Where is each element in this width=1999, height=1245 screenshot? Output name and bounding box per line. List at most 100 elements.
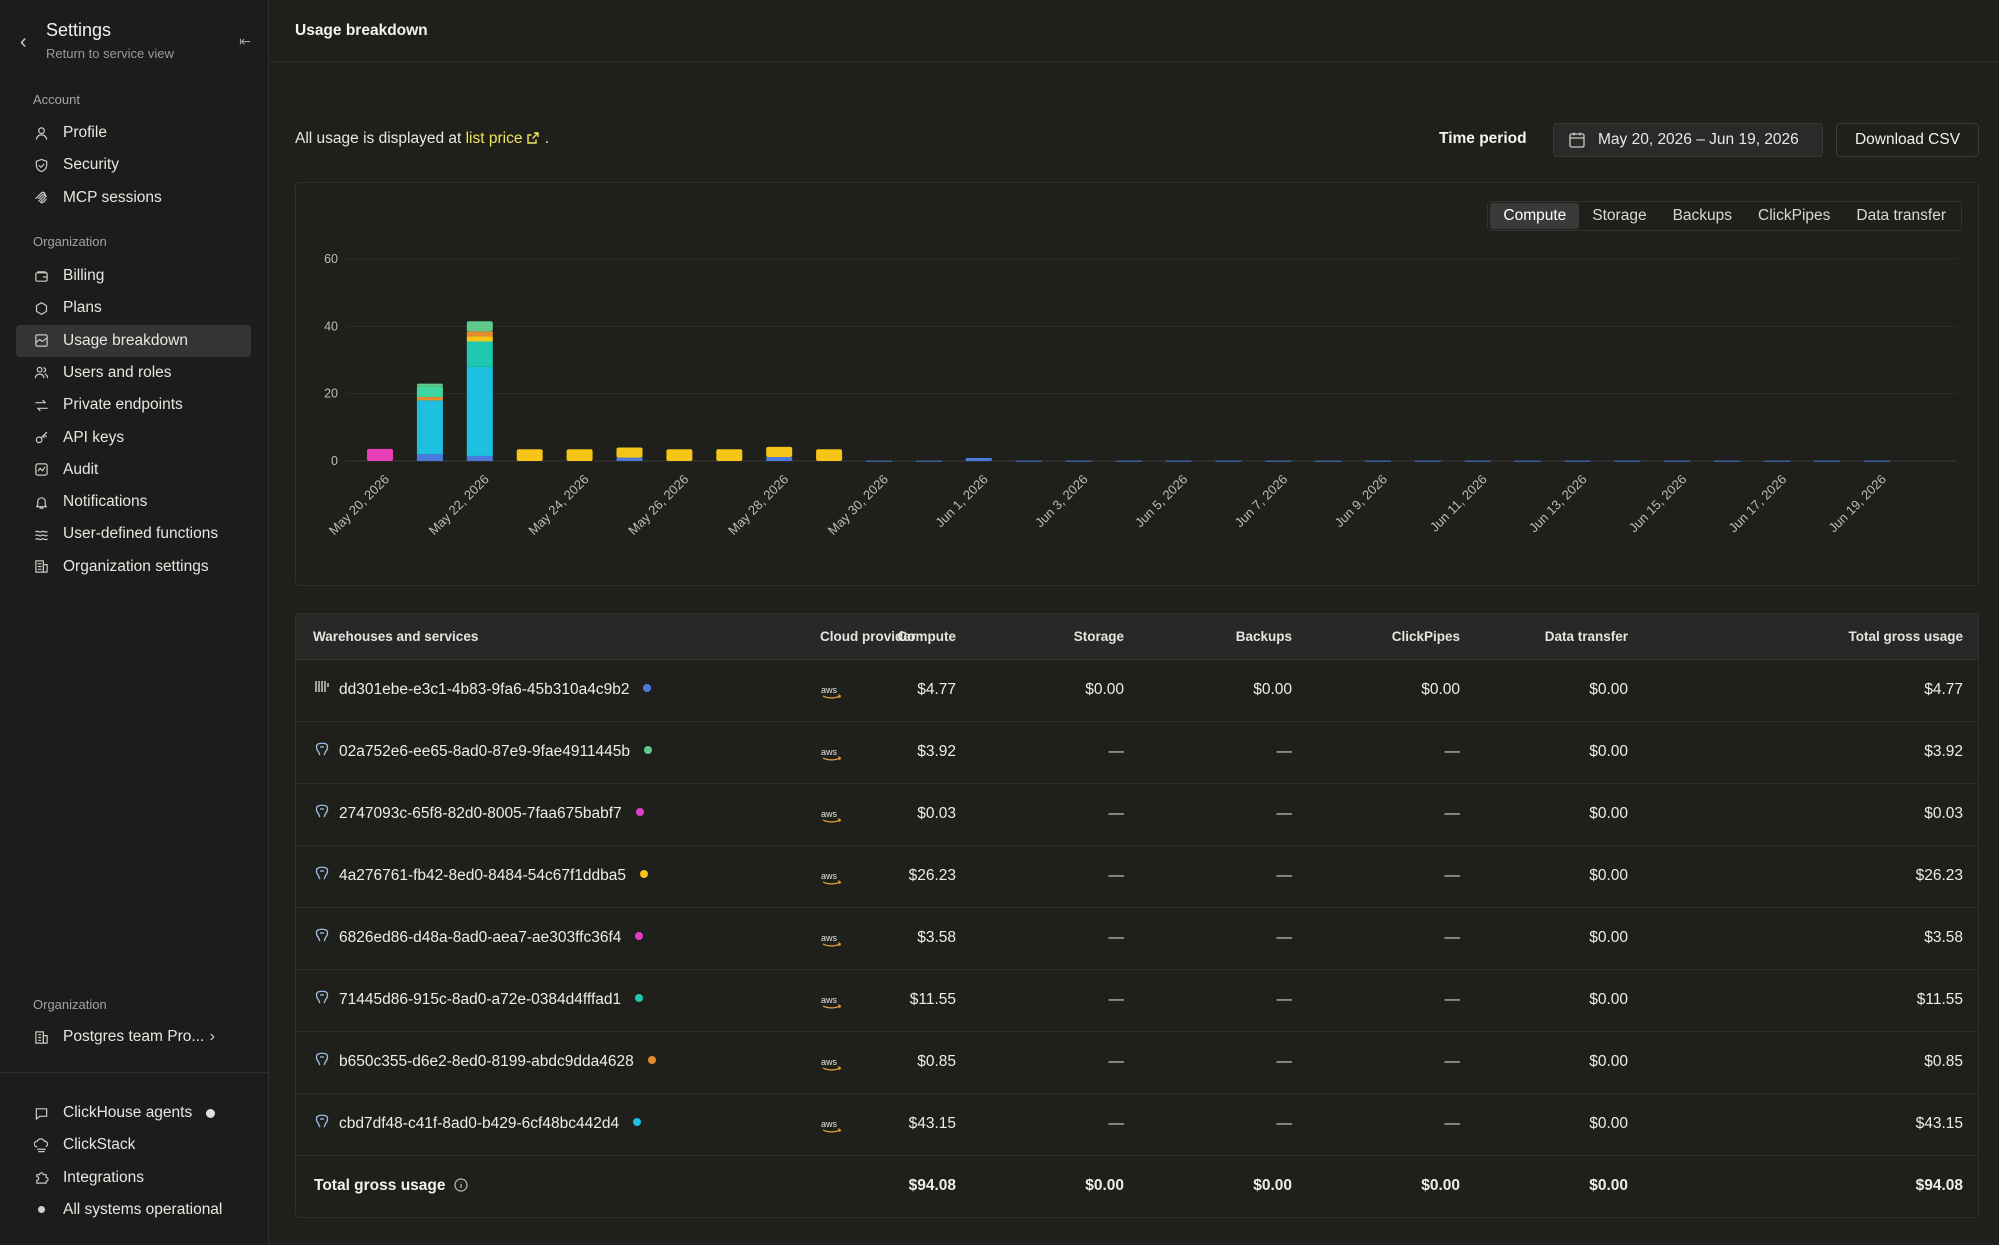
table-row[interactable]: 2747093c-65f8-82d0-8005-7faa675babf7 aws $… bbox=[296, 784, 1978, 846]
section-organization-switcher: Organization bbox=[33, 997, 107, 1012]
sidebar-item-users-and-roles[interactable]: Users and roles bbox=[16, 357, 251, 389]
sidebar-item-billing[interactable]: Billing bbox=[16, 260, 251, 292]
bar-segment[interactable] bbox=[1564, 460, 1591, 462]
bar-segment[interactable] bbox=[915, 460, 942, 462]
y-tick-label: 20 bbox=[324, 387, 338, 401]
bar-segment[interactable] bbox=[1065, 460, 1092, 462]
sidebar-item-label: Users and roles bbox=[63, 363, 172, 381]
bar-segment[interactable] bbox=[516, 449, 543, 461]
sidebar-item-profile[interactable]: Profile bbox=[16, 117, 251, 149]
bar-segment[interactable] bbox=[1015, 460, 1042, 462]
bar-segment[interactable] bbox=[1814, 460, 1841, 462]
bar-segment[interactable] bbox=[816, 449, 843, 461]
bar-segment[interactable] bbox=[466, 331, 493, 337]
sidebar-item-integrations[interactable]: Integrations bbox=[16, 1162, 251, 1194]
return-to-service-link[interactable]: Return to service view bbox=[46, 46, 174, 61]
bar-segment[interactable] bbox=[416, 383, 443, 387]
series-color-dot bbox=[633, 1118, 642, 1126]
bar-segment[interactable] bbox=[1365, 460, 1391, 462]
bar-segment[interactable] bbox=[416, 454, 443, 461]
bar-segment[interactable] bbox=[666, 449, 693, 461]
table-row[interactable]: b650c355-d6e2-8ed0-8199-abdc9dda4628 aws $… bbox=[296, 1032, 1978, 1094]
bar-segment[interactable] bbox=[616, 447, 643, 458]
postgres-icon bbox=[314, 741, 330, 757]
sidebar-item-organization-settings[interactable]: Organization settings bbox=[16, 551, 251, 583]
bar-segment[interactable] bbox=[616, 457, 643, 461]
sidebar-item-label: Audit bbox=[63, 460, 99, 478]
bar-segment[interactable] bbox=[416, 400, 443, 455]
settings-header[interactable]: ‹ Settings Return to service view ⇤ bbox=[16, 18, 256, 68]
cell-total: $0.03 bbox=[1924, 805, 1963, 822]
external-link-icon[interactable] bbox=[526, 131, 540, 145]
bar-segment[interactable] bbox=[566, 449, 593, 461]
bar-segment[interactable] bbox=[1165, 460, 1192, 462]
series-color-dot bbox=[647, 1056, 656, 1064]
tab-clickpipes[interactable]: ClickPipes bbox=[1758, 207, 1831, 224]
col-clickpipes: ClickPipes bbox=[1391, 629, 1460, 644]
table-row[interactable]: 02a752e6-ee65-8ad0-87e9-9fae4911445b aws $… bbox=[296, 722, 1978, 784]
bar-segment[interactable] bbox=[766, 456, 793, 461]
tab-compute[interactable]: Compute bbox=[1490, 203, 1580, 229]
bar-segment[interactable] bbox=[466, 336, 493, 342]
sidebar-item-usage-breakdown[interactable]: Usage breakdown bbox=[16, 324, 251, 357]
cell-transfer: $0.00 bbox=[1589, 867, 1628, 884]
bar-segment[interactable] bbox=[1614, 460, 1641, 462]
sidebar-item-security[interactable]: Security bbox=[16, 149, 251, 181]
bar-segment[interactable] bbox=[466, 455, 493, 461]
sidebar-item-api-keys[interactable]: API keys bbox=[16, 422, 251, 454]
bar-segment[interactable] bbox=[416, 397, 443, 401]
table-row[interactable]: dd301ebe-e3c1-4b83-9fa6-45b310a4c9b2 aws $… bbox=[296, 660, 1978, 722]
bar-segment[interactable] bbox=[1514, 460, 1541, 462]
sidebar-item-clickhouse-agents[interactable]: ClickHouse agents bbox=[16, 1097, 251, 1129]
x-tick-label: Jun 3, 2026 bbox=[1032, 472, 1091, 531]
bar-segment[interactable] bbox=[416, 386, 443, 398]
download-csv-button[interactable]: Download CSV bbox=[1836, 123, 1979, 157]
list-price-link[interactable]: list price bbox=[465, 130, 523, 147]
bar-segment[interactable] bbox=[1464, 460, 1491, 462]
calendar-icon bbox=[1569, 132, 1585, 148]
bar-segment[interactable] bbox=[965, 457, 992, 461]
bar-segment[interactable] bbox=[1265, 460, 1292, 462]
sidebar-item-notifications[interactable]: Notifications bbox=[16, 486, 251, 518]
collapse-sidebar-icon[interactable]: ⇤ bbox=[239, 33, 251, 49]
bar-segment[interactable] bbox=[466, 366, 493, 456]
sidebar-item-all-systems-operational[interactable]: All systems operational bbox=[16, 1194, 251, 1226]
bar-segment[interactable] bbox=[466, 321, 493, 332]
bar-segment[interactable] bbox=[1764, 460, 1791, 462]
sidebar-item-plans[interactable]: Plans bbox=[16, 292, 251, 324]
bar-segment[interactable] bbox=[1864, 460, 1890, 462]
date-range-picker[interactable]: May 20, 2026 – Jun 19, 2026 bbox=[1553, 123, 1823, 157]
cell-clickpipes: — bbox=[1444, 929, 1461, 946]
bar-segment[interactable] bbox=[1315, 460, 1342, 462]
bar-segment[interactable] bbox=[766, 446, 793, 457]
bar-segment[interactable] bbox=[367, 448, 393, 461]
org-switcher[interactable]: Postgres team Pro... › bbox=[16, 1021, 251, 1053]
sidebar-item-audit[interactable]: Audit bbox=[16, 454, 251, 486]
table-row[interactable]: 71445d86-915c-8ad0-a72e-0384d4fffad1 aws $… bbox=[296, 970, 1978, 1032]
info-icon[interactable] bbox=[453, 1178, 468, 1192]
table-row[interactable]: cbd7df48-c41f-8ad0-b429-6cf48bc442d4 aws $… bbox=[296, 1094, 1978, 1156]
bar-segment[interactable] bbox=[1714, 460, 1741, 462]
svg-text:aws: aws bbox=[821, 685, 838, 695]
sidebar-item-user-defined-functions[interactable]: User-defined functions bbox=[16, 518, 251, 550]
bar-segment[interactable] bbox=[1215, 460, 1242, 462]
tab-backups[interactable]: Backups bbox=[1672, 207, 1733, 224]
svg-text:aws: aws bbox=[821, 871, 838, 881]
tab-data-transfer[interactable]: Data transfer bbox=[1856, 207, 1946, 224]
bar-segment[interactable] bbox=[1414, 460, 1441, 462]
sidebar-item-mcp-sessions[interactable]: MCP sessions bbox=[16, 182, 251, 214]
section-account: Account bbox=[33, 92, 80, 107]
bar-segment[interactable] bbox=[716, 449, 743, 461]
sidebar-item-clickstack[interactable]: ClickStack bbox=[16, 1129, 251, 1161]
bar-segment[interactable] bbox=[1115, 460, 1142, 462]
bar-segment[interactable] bbox=[866, 460, 892, 462]
back-icon[interactable]: ‹ bbox=[20, 31, 27, 53]
tab-storage[interactable]: Storage bbox=[1592, 207, 1647, 224]
table-row[interactable]: 6826ed86-d48a-8ad0-aea7-ae303ffc36f4 aws $… bbox=[296, 908, 1978, 970]
table-row[interactable]: 4a276761-fb42-8ed0-8484-54c67f1ddba5 aws $… bbox=[296, 846, 1978, 908]
service-name-text: 71445d86-915c-8ad0-a72e-0384d4fffad1 bbox=[339, 991, 622, 1008]
bar-segment[interactable] bbox=[466, 341, 493, 367]
sidebar-item-label: Notifications bbox=[63, 493, 148, 511]
bar-segment[interactable] bbox=[1664, 460, 1691, 462]
sidebar-item-private-endpoints[interactable]: Private endpoints bbox=[16, 389, 251, 421]
